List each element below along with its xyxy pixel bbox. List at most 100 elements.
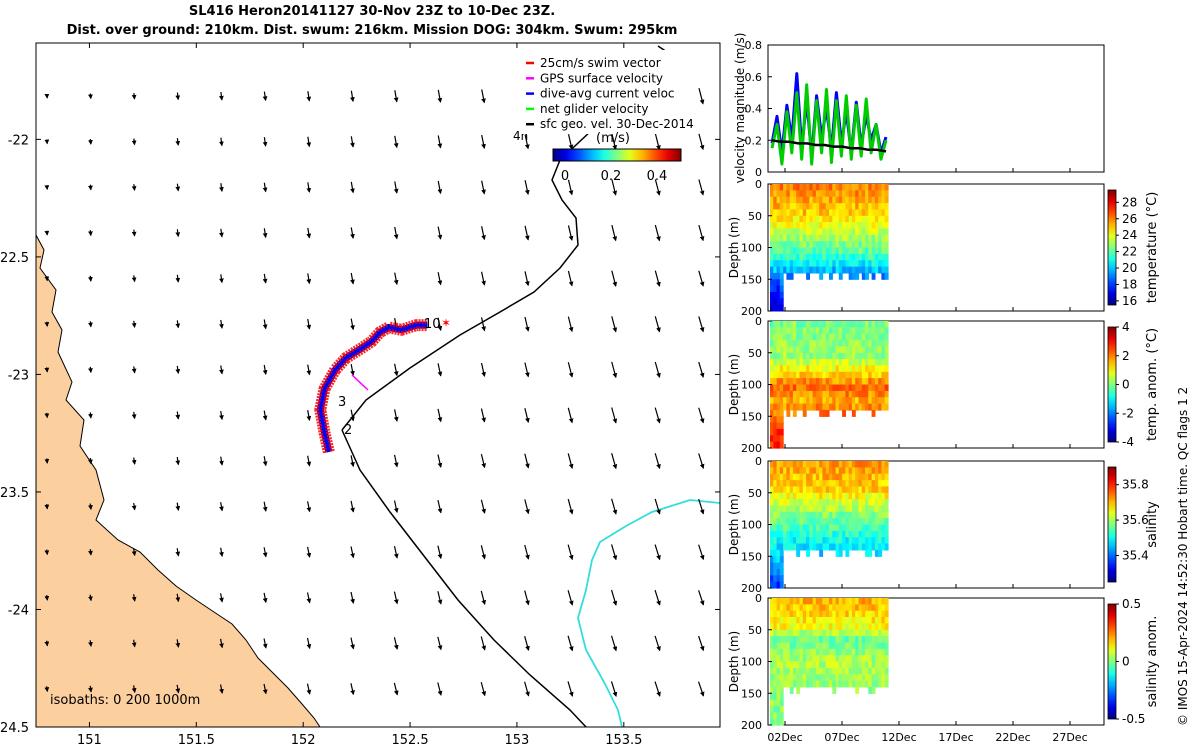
legend-entry: dive-avg current veloc [540, 87, 675, 101]
colorbar-tick-label: 22 [1122, 245, 1137, 259]
legend-entry: net glider velocity [540, 102, 648, 116]
colorbar-tick-label: 0 [561, 169, 569, 184]
colorbar-tick-label: 26 [1122, 212, 1137, 226]
colorbar-tick-label: 0.5 [1122, 597, 1141, 611]
depth-tick-label: 150 [741, 687, 762, 700]
speed-colorbar [552, 148, 682, 162]
chart-title: SL416 Heron20141127 30-Nov 23Z to 10-Dec… [188, 4, 556, 19]
colorbar-title: temperature (°C) [1145, 192, 1160, 304]
depth-tick-label: 100 [741, 656, 762, 669]
colorbar-tick-label: 0.4 [647, 169, 668, 184]
map-x-tick-label: 153 [505, 733, 530, 748]
depth-axis-label: Depth (m) [727, 631, 741, 692]
map-x-tick-label: 151.5 [178, 733, 215, 748]
colorbar-tick-label: 24 [1122, 228, 1137, 242]
velocity-y-tick: 0.8 [745, 39, 763, 52]
colorbar-title: temp. anom. (°C) [1145, 328, 1160, 441]
colorbar-title: salinity [1145, 501, 1160, 548]
map-x-tick-label: 152.5 [391, 733, 428, 748]
coastline-land [36, 234, 321, 727]
colorbar-tick-label: 0 [1122, 378, 1130, 392]
map-y-tick-label: -22.5 [0, 251, 29, 266]
svg-text:✶: ✶ [441, 316, 451, 330]
map-axes: 151 151.5 152 152.5 153 153.5 -22 -22.5 -23 -23.5… [0, 43, 720, 748]
colorbar-tick-label: 35.4 [1122, 548, 1149, 562]
section-colorbar [1107, 603, 1117, 720]
time-tick-label: 07Dec [824, 731, 859, 744]
colorbar-tick-label: 2 [1122, 349, 1130, 363]
geostrophic-velocity-arrows [44, 87, 705, 727]
colorbar-tick-label: 16 [1122, 294, 1137, 308]
depth-tick-label: 150 [741, 273, 762, 286]
track-label-10: 10 [424, 317, 441, 332]
time-tick-label: 02Dec [767, 731, 802, 744]
time-tick-label: 27Dec [1052, 731, 1087, 744]
section-colorbar [1107, 326, 1117, 443]
depth-tick-label: 200 [741, 442, 762, 455]
isobaths-label: isobaths: 0 200 1000m [50, 693, 200, 708]
map-y-tick-label: -22 [8, 133, 29, 148]
colorbar-tick-label: -4 [1122, 435, 1134, 449]
depth-tick-label: 100 [741, 242, 762, 255]
colorbar-tick-label: -0.5 [1122, 712, 1145, 726]
section-panel-salinity: 0 50 100 150 200 Depth (m) 35.4 35.6 35.8 salinit… [727, 455, 1160, 595]
chart-subtitle: Dist. over ground: 210km. Dist. swum: 21… [66, 23, 678, 38]
section-panel-temperature: 0 50 100 150 200 Depth (m) 16 18 20 22 24 26 28 tempe… [727, 178, 1160, 318]
colorbar-unit: (m/s) [596, 131, 630, 146]
depth-tick-label: 0 [755, 455, 762, 468]
depth-tick-label: 150 [741, 410, 762, 423]
colorbar-tick-label: 20 [1122, 261, 1137, 275]
section-colorbar [1107, 189, 1117, 306]
map-y-tick-label: -24 [8, 603, 29, 618]
depth-tick-label: 150 [741, 550, 762, 563]
colorbar-tick-label: 18 [1122, 277, 1137, 291]
depth-tick-label: 50 [748, 210, 762, 223]
legend-entry: 25cm/s swim vector [540, 56, 661, 70]
depth-axis-label: Depth (m) [727, 494, 741, 555]
velocity-y-tick: 0.6 [745, 71, 763, 84]
depth-axis-label: Depth (m) [727, 217, 741, 278]
colorbar-tick-label: -2 [1122, 406, 1134, 420]
depth-axis-label: Depth (m) [727, 354, 741, 415]
colorbar-tick-label: 0.2 [601, 169, 622, 184]
section-panel-temp-anom-: 0 50 100 150 200 Depth (m) -4 -2 0 2 4 temp. anom. … [727, 315, 1160, 455]
depth-tick-label: 200 [741, 582, 762, 595]
section-panel-salinity-anom-: 0 50 100 150 200 Depth (m) -0.5 0 0.5 salinity an… [727, 592, 1160, 732]
track-label-2: 2 [344, 423, 352, 438]
track-label-3: 3 [338, 395, 346, 410]
section-colorbar [1107, 466, 1117, 583]
velocity-series-line [771, 139, 887, 153]
colorbar-ticks: 0 0.2 0.4 [561, 169, 667, 184]
depth-tick-label: 50 [748, 347, 762, 360]
glider-track-centerline [318, 323, 428, 453]
colorbar-tick-label: 35.6 [1122, 513, 1149, 527]
legend-entry: sfc geo. vel. 30-Dec-2014 [540, 117, 694, 131]
time-tick-label: 17Dec [938, 731, 973, 744]
credit-text: © IMOS 15-Apr-2024 14:52:30 Hobart time.… [1176, 386, 1190, 726]
colorbar-tick-label: 0 [1122, 655, 1130, 669]
depth-tick-label: 100 [741, 379, 762, 392]
depth-tick-label: 0 [755, 592, 762, 605]
map-y-tick-label: -23.5 [0, 486, 29, 501]
velocity-series-line [770, 83, 888, 166]
time-tick-label: 22Dec [995, 731, 1030, 744]
velocity-ylabel: velocity magnitude (m/s) [733, 33, 747, 184]
time-tick-label: 12Dec [881, 731, 916, 744]
map-y-tick-label: -23 [8, 368, 29, 383]
legend-entry: GPS surface velocity [540, 71, 663, 85]
depth-tick-label: 200 [741, 719, 762, 732]
depth-tick-label: 200 [741, 305, 762, 318]
map-y-tick-label: -24.5 [0, 721, 29, 736]
depth-tick-label: 50 [748, 624, 762, 637]
time-axis: 02Dec 07Dec 12Dec 17Dec 22Dec 27Dec [767, 168, 1088, 744]
velocity-y-tick: 0.4 [745, 103, 763, 116]
map-x-tick-label: 151 [77, 733, 102, 748]
depth-tick-label: 100 [741, 519, 762, 532]
depth-tick-label: 0 [755, 315, 762, 328]
depth-tick-label: 0 [755, 178, 762, 191]
map-x-tick-label: 153.5 [605, 733, 642, 748]
